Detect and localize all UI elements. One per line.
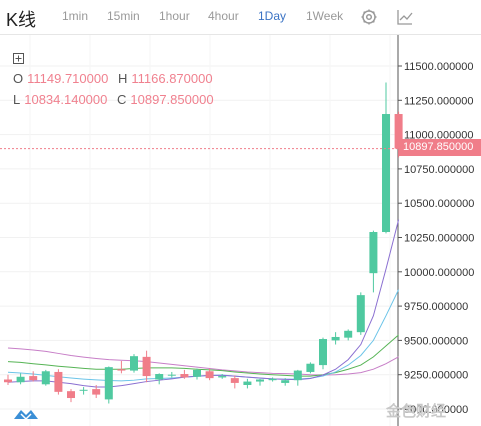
y-tick-label: 9750.000000 [404, 301, 468, 313]
candle-body [382, 114, 390, 233]
y-tick-label: 9250.000000 [404, 370, 468, 382]
candle-body [142, 356, 151, 377]
candle-body [54, 371, 63, 392]
candle-body [268, 378, 277, 381]
interval-1week[interactable]: 1Week [306, 9, 344, 23]
candle-body [67, 391, 75, 399]
interval-4hour[interactable]: 4hour [208, 9, 239, 23]
ohlc-row-1: O 11149.710000 H 11166.870000 [13, 71, 213, 86]
candle-body [104, 367, 113, 400]
chart-title: K线 [6, 10, 37, 30]
interval-15min[interactable]: 15min [107, 9, 140, 23]
candle-body [16, 376, 25, 383]
interval-1hour[interactable]: 1hour [159, 9, 190, 23]
candle-body [155, 374, 164, 380]
logo-icon [14, 410, 38, 421]
ohlc-row-2: L 10834.140000 C 10897.850000 [13, 92, 214, 107]
y-tick-label: 11250.000000 [404, 95, 474, 107]
high-label: H [117, 71, 128, 86]
moving-average-line [7, 219, 400, 388]
candle-body [230, 378, 239, 383]
candle-body [319, 339, 327, 366]
open-label: O [13, 71, 24, 86]
candle-body [167, 374, 176, 376]
y-tick-label: 9000.000000 [404, 404, 468, 416]
low-label: L [13, 92, 21, 107]
gear-icon[interactable] [360, 8, 378, 26]
y-tick-label: 10000.000000 [404, 267, 474, 279]
candle-body [180, 374, 189, 378]
close-label: C [117, 92, 127, 107]
moving-average-line [7, 347, 399, 376]
candle-body [130, 356, 138, 371]
candle-body [243, 381, 252, 385]
candle-body [369, 232, 378, 274]
candle-body [256, 379, 264, 382]
candle-body [394, 114, 403, 149]
candle-body [306, 363, 315, 372]
candle-body [356, 295, 365, 333]
close-value: 10897.850000 [130, 92, 214, 107]
toolbar: K线 1min 15min 1hour 4hour 1Day 1Week [0, 0, 481, 34]
candle-body [281, 380, 290, 383]
y-tick-label: 10500.000000 [404, 198, 474, 210]
candle-body [205, 371, 214, 379]
low-value: 10834.140000 [24, 92, 108, 107]
candle-body [293, 370, 302, 381]
open-value: 11149.710000 [27, 71, 109, 86]
candle-body [4, 379, 12, 383]
candle-body [117, 369, 126, 371]
candle-body [218, 376, 227, 378]
plus-icon[interactable] [13, 53, 24, 64]
candle-body [79, 389, 88, 391]
y-tick-label: 10250.000000 [404, 233, 474, 245]
candle-body [41, 371, 50, 385]
candle-body [331, 336, 340, 341]
candle-body [29, 376, 38, 381]
toolbar-divider [0, 34, 481, 35]
candle-body [193, 369, 201, 377]
current-price-tag: 10897.850000 [399, 139, 481, 156]
candle-body [92, 389, 101, 395]
candlestick-chart: 11500.000000 11250.000000 11000.000000 1075… [0, 35, 474, 426]
y-tick-label: 11500.000000 [404, 61, 474, 73]
interval-1day[interactable]: 1Day [258, 9, 287, 23]
line-chart-icon[interactable] [396, 8, 414, 26]
y-tick-label: 11000.000000 [404, 130, 474, 142]
interval-1min[interactable]: 1min [62, 9, 89, 23]
y-tick-label: 9500.000000 [404, 335, 468, 347]
high-value: 11166.870000 [131, 71, 213, 86]
watermark: 金色财经 [386, 403, 447, 420]
y-tick-label: 10750.000000 [404, 164, 474, 176]
candle-body [344, 330, 353, 338]
